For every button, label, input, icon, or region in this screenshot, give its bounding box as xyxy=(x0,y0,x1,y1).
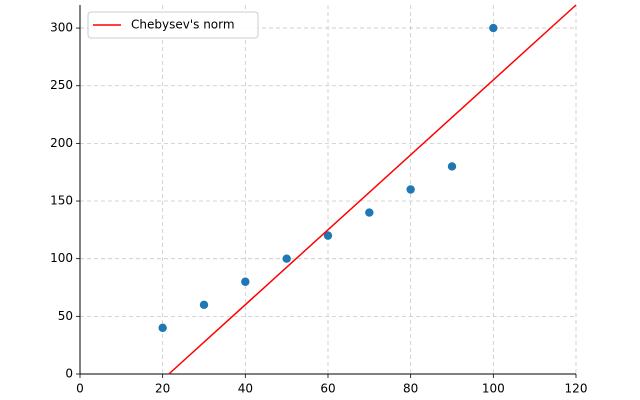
x-tick-label: 0 xyxy=(76,382,84,396)
legend xyxy=(87,11,259,39)
x-tick-label: 80 xyxy=(403,382,418,396)
scatter-point xyxy=(406,185,415,194)
y-tick-label: 150 xyxy=(50,194,73,208)
x-tick-label: 60 xyxy=(320,382,335,396)
scatter-point xyxy=(282,254,291,263)
scatter-point xyxy=(489,23,498,33)
scatter-point xyxy=(199,300,209,310)
y-tick-label: 250 xyxy=(50,78,73,92)
x-tick-label: 40 xyxy=(238,382,253,396)
line xyxy=(168,4,577,375)
y-tick-label: 300 xyxy=(50,21,73,35)
x-tick-label: 20 xyxy=(155,382,170,396)
legend-label: Chebysev's norm xyxy=(131,18,235,32)
scatter-point xyxy=(158,323,167,333)
scatter-point xyxy=(323,231,333,240)
scatter-point xyxy=(365,208,374,217)
y-tick-label: 0 xyxy=(65,367,73,381)
x-tick-label: 100 xyxy=(482,382,505,396)
y-tick-label: 100 xyxy=(50,251,73,265)
y-tick-label: 200 xyxy=(50,136,73,150)
scatter-point xyxy=(447,162,457,171)
scatter-point xyxy=(241,277,250,286)
x-tick-label: 120 xyxy=(565,382,588,396)
y-tick-label: 50 xyxy=(58,309,73,323)
